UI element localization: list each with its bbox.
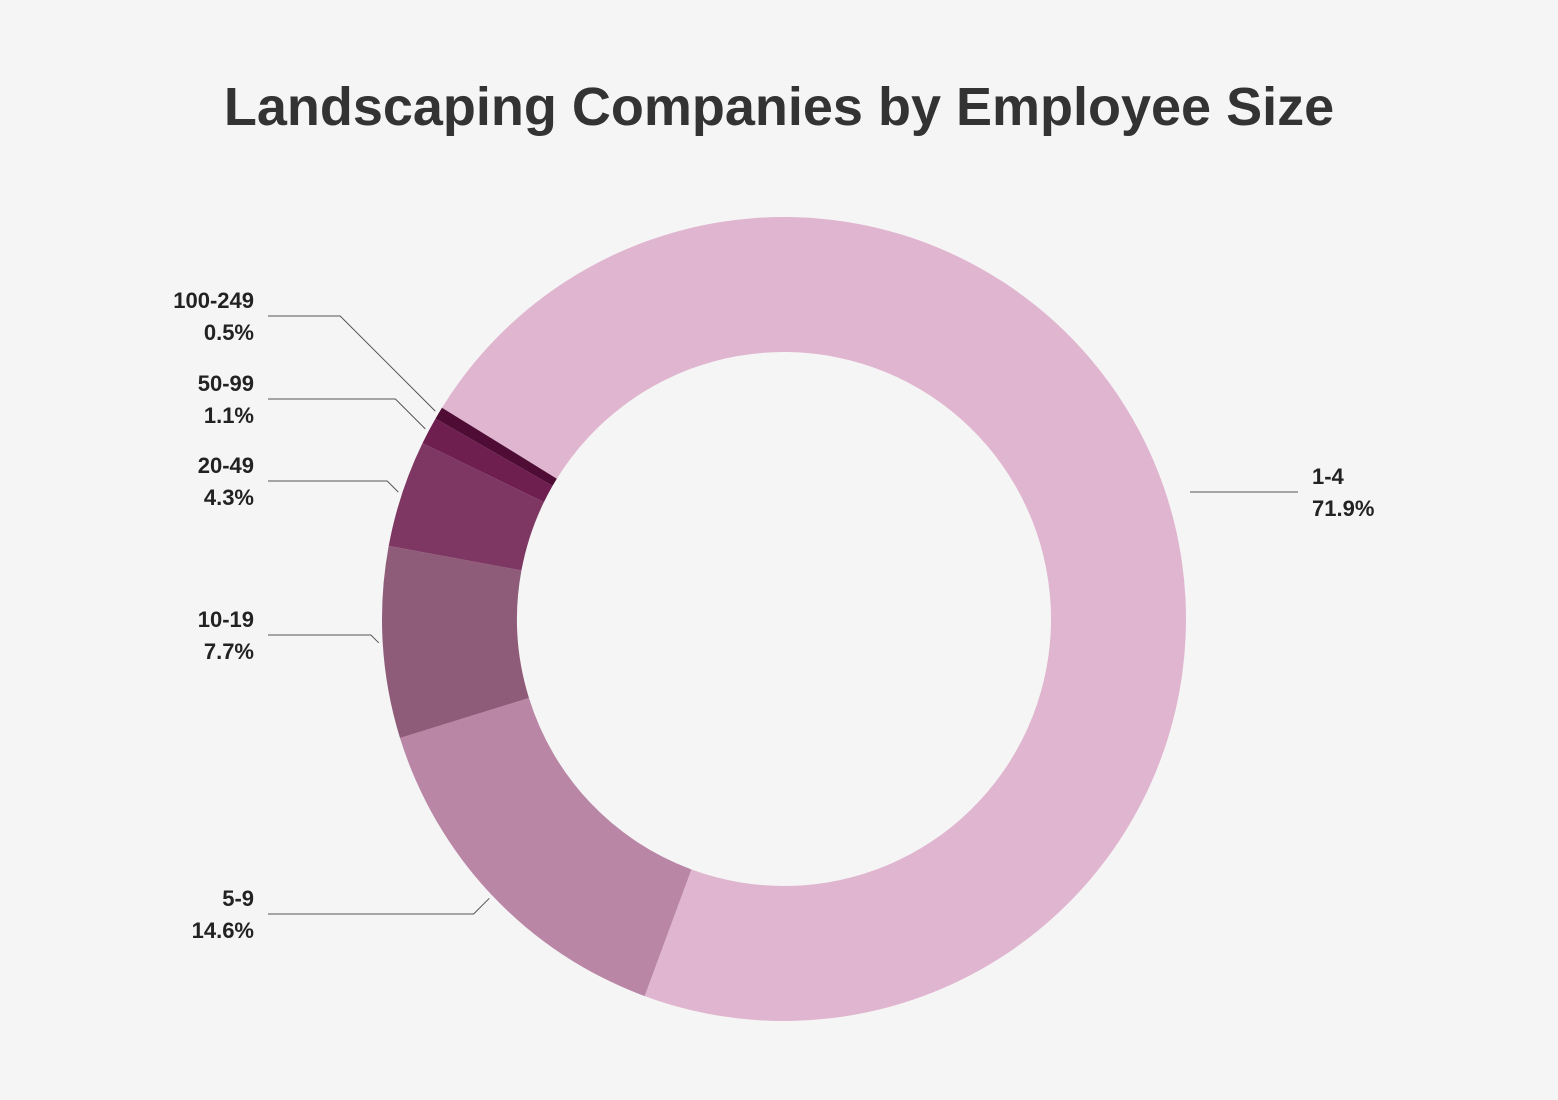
slice-label-50-99: 50-99 [198, 371, 254, 396]
leader-line-20-49 [268, 480, 399, 493]
leader-line-10-19 [268, 634, 380, 644]
slice-value-20-49: 4.3% [204, 485, 254, 510]
leader-line-100-249 [268, 315, 436, 412]
slice-50-99 [422, 418, 553, 503]
slice-value-10-19: 7.7% [204, 639, 254, 664]
leader-line-5-9 [268, 897, 490, 915]
slice-labels: 1-4 71.9% 5-9 14.6% 10-19 7.7% 20-49 4.3% 50-99 1… [173, 288, 1374, 943]
slice-label-5-9: 5-9 [222, 886, 254, 911]
slice-label-20-49: 20-49 [198, 453, 254, 478]
slice-value-5-9: 14.6% [192, 918, 254, 943]
slice-1-4 [441, 216, 1186, 1021]
slice-20-49 [388, 443, 544, 571]
donut-slices [382, 216, 1186, 1021]
slice-label-100-249: 100-249 [173, 288, 254, 313]
slice-10-19 [382, 545, 529, 738]
chart-title: Landscaping Companies by Employee Size [223, 77, 1335, 137]
slice-label-1-4: 1-4 [1312, 464, 1345, 489]
slice-100-249 [435, 407, 557, 486]
slice-value-50-99: 1.1% [204, 403, 254, 428]
slice-label-10-19: 10-19 [198, 607, 254, 632]
slice-value-1-4: 71.9% [1312, 496, 1374, 521]
slice-5-9 [400, 698, 692, 997]
leader-lines [268, 315, 1298, 915]
slice-value-100-249: 0.5% [204, 320, 254, 345]
leader-line-50-99 [268, 398, 426, 430]
